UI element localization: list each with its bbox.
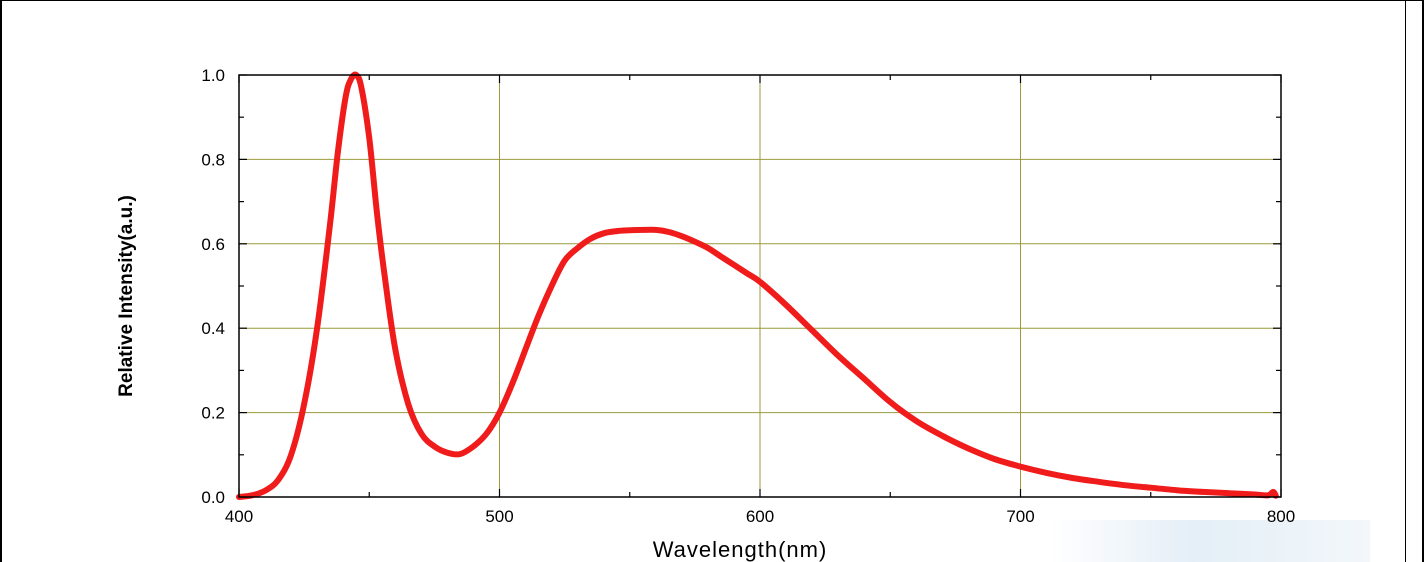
- y-tick-label: 1.0: [201, 66, 225, 85]
- y-axis-title: Relative Intensity(a.u.): [116, 195, 137, 397]
- y-tick-label: 0.6: [201, 235, 225, 254]
- x-tick-label: 600: [746, 507, 774, 526]
- y-tick-labels: 0.0 0.2 0.4 0.6 0.8 1.0: [201, 66, 225, 507]
- series-layer: [236, 71, 1279, 500]
- y-tick-label: 0.8: [201, 150, 225, 169]
- x-tick-label: 500: [485, 507, 513, 526]
- watermark-smudge: [1050, 520, 1370, 562]
- x-axis-title: Wavelength(nm): [653, 537, 828, 562]
- x-tick-label: 400: [225, 507, 253, 526]
- frame-inner-rule: [1405, 0, 1406, 562]
- x-tick-label: 700: [1006, 507, 1034, 526]
- y-tick-label: 0.2: [201, 404, 225, 423]
- series-line: [236, 71, 1279, 500]
- x-tick-labels: 400 500 600 700 800: [225, 507, 1295, 526]
- axis-ticks: [238, 74, 1282, 498]
- grid-lines: [239, 75, 1281, 497]
- y-tick-label: 0.0: [201, 488, 225, 507]
- x-tick-label: 800: [1267, 507, 1295, 526]
- y-tick-label: 0.4: [201, 319, 225, 338]
